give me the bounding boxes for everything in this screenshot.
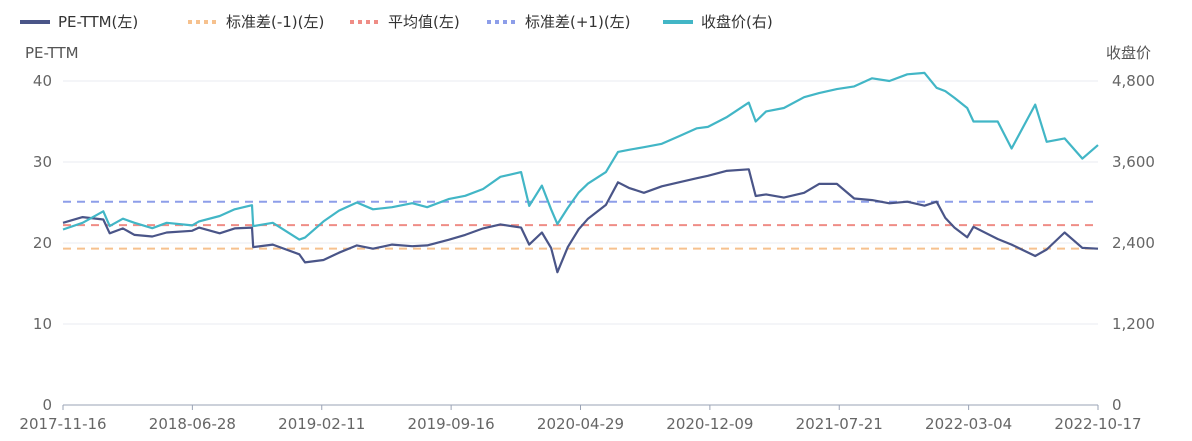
y-left-axis-title: PE-TTM [25,44,79,62]
reference-lines [63,200,1098,250]
y-right-tick-label: 4,800 [1112,72,1155,90]
y-left-tick-label: 40 [33,72,52,90]
legend-item[interactable]: 平均值(左) [350,13,460,31]
legend-item[interactable]: 标准差(-1)(左) [188,13,324,31]
legend-label: 标准差(+1)(左) [525,13,631,31]
y-right-tick-label: 1,200 [1112,315,1155,333]
y-right-tick-label: 2,400 [1112,234,1155,252]
x-tick-label: 2020-12-09 [666,415,753,433]
x-tick-label: 2017-11-16 [19,415,106,433]
y-right-tick-label: 3,600 [1112,153,1155,171]
legend: PE-TTM(左) 标准差(-1)(左) 平均值(左) 标准差(+1)(左) 收盘价(右… [20,13,773,31]
x-tick-label: 2018-06-28 [149,415,236,433]
legend-item[interactable]: 标准差(+1)(左) [487,13,631,31]
series-lines [62,71,1099,274]
legend-label: 标准差(-1)(左) [226,13,324,31]
x-tick-label: 2022-10-17 [1054,415,1141,433]
legend-label: 收盘价(右) [701,13,773,31]
y-left-tick-label: 0 [42,396,52,414]
series-line [62,168,1099,274]
series-line [62,71,1099,241]
y-left-tick-label: 20 [33,234,52,252]
legend-item[interactable]: 收盘价(右) [663,13,773,31]
x-tick-label: 2022-03-04 [925,415,1012,433]
x-tick-label: 2020-04-29 [537,415,624,433]
legend-label: PE-TTM(左) [58,13,138,31]
y-right-tick-label: 0 [1112,396,1122,414]
legend-item[interactable]: PE-TTM(左) [20,13,138,31]
axes: PE-TTM 收盘价 0 0 10 1,200 20 2,400 30 3,600 40 4,80… [19,44,1155,433]
y-right-axis-title: 收盘价 [1106,44,1151,62]
x-tick-label: 2021-07-21 [796,415,883,433]
y-left-tick-label: 10 [33,315,52,333]
grid-lines [63,80,1098,406]
x-tick-label: 2019-02-11 [278,415,365,433]
legend-label: 平均值(左) [388,13,460,31]
y-left-tick-label: 30 [33,153,52,171]
x-tick-label: 2019-09-16 [408,415,495,433]
